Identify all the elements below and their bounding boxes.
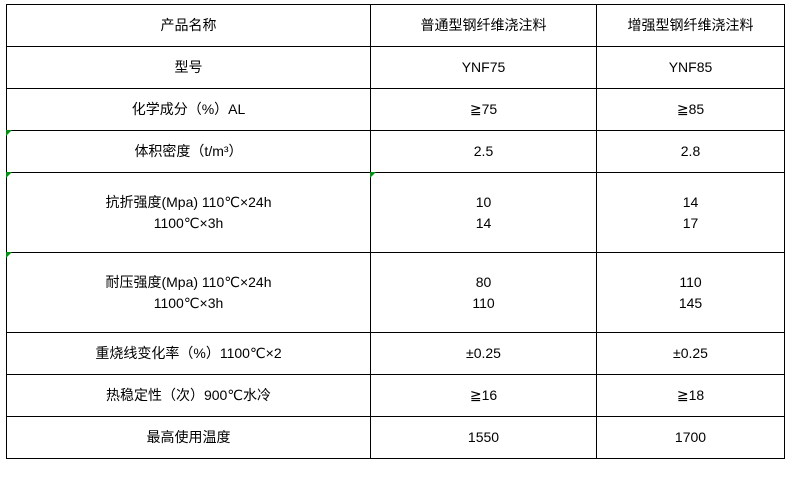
row-value-flexural-strength-reinforced: 14 17 bbox=[596, 172, 785, 253]
cell-text: 抗折强度(Mpa) 110℃×24h 1100℃×3h bbox=[105, 194, 272, 231]
row-value-flexural-strength-standard: 10 14 bbox=[370, 172, 597, 253]
row-value-thermal-stability-reinforced: ≧18 bbox=[596, 374, 785, 417]
table-row: 抗折强度(Mpa) 110℃×24h 1100℃×3h 10 14 14 17 bbox=[6, 172, 785, 253]
table-row: 型号 YNF75 YNF85 bbox=[6, 46, 785, 89]
comment-marker-icon bbox=[6, 172, 12, 178]
header-label-standard-type: 普通型钢纤维浇注料 bbox=[420, 17, 547, 34]
row-label-chemical-composition: 化学成分（%）AL bbox=[6, 88, 371, 131]
table-row: 重烧线变化率（%）1100℃×2 ±0.25 ±0.25 bbox=[6, 332, 785, 375]
row-value-thermal-stability-standard: ≧16 bbox=[370, 374, 597, 417]
row-label-max-service-temperature: 最高使用温度 bbox=[6, 416, 371, 459]
spec-sheet: 产品名称 普通型钢纤维浇注料 增强型钢纤维浇注料 型号 YNF75 YNF85 bbox=[0, 4, 790, 489]
comment-marker-icon bbox=[6, 252, 12, 258]
cell-text: 最高使用温度 bbox=[146, 429, 231, 446]
row-label-compressive-strength: 耐压强度(Mpa) 110℃×24h 1100℃×3h bbox=[6, 252, 371, 333]
row-value-reheating-linear-change-standard: ±0.25 bbox=[370, 332, 597, 375]
cell-text: ≧16 bbox=[469, 387, 498, 404]
row-value-bulk-density-reinforced: 2.8 bbox=[596, 130, 785, 173]
cell-text: 14 17 bbox=[682, 194, 699, 231]
cell-text: YNF85 bbox=[668, 59, 713, 76]
row-value-compressive-strength-standard: 80 110 bbox=[370, 252, 597, 333]
row-label-flexural-strength: 抗折强度(Mpa) 110℃×24h 1100℃×3h bbox=[6, 172, 371, 253]
cell-text: YNF75 bbox=[461, 59, 506, 76]
cell-text: 80 110 bbox=[472, 274, 495, 311]
table-row: 耐压强度(Mpa) 110℃×24h 1100℃×3h 80 110 110 1… bbox=[6, 252, 785, 333]
header-cell-product-name: 产品名称 bbox=[6, 4, 371, 47]
comment-marker-icon bbox=[370, 172, 376, 178]
cell-text: 110 145 bbox=[678, 274, 703, 311]
row-value-max-service-temperature-standard: 1550 bbox=[370, 416, 597, 459]
row-value-max-service-temperature-reinforced: 1700 bbox=[596, 416, 785, 459]
cell-text: 1700 bbox=[674, 429, 707, 446]
row-label-bulk-density: 体积密度（t/m³） bbox=[6, 130, 371, 173]
row-label-thermal-stability: 热稳定性（次）900℃水冷 bbox=[6, 374, 371, 417]
table-row: 最高使用温度 1550 1700 bbox=[6, 416, 785, 459]
table-row: 化学成分（%）AL ≧75 ≧85 bbox=[6, 88, 785, 131]
row-label-model: 型号 bbox=[6, 46, 371, 89]
row-label-reheating-linear-change: 重烧线变化率（%）1100℃×2 bbox=[6, 332, 371, 375]
cell-text: 1550 bbox=[467, 429, 500, 446]
cell-text: 2.8 bbox=[680, 143, 701, 160]
cell-text: 重烧线变化率（%）1100℃×2 bbox=[95, 345, 282, 362]
cell-text: 10 14 bbox=[475, 194, 492, 231]
spec-table-body: 产品名称 普通型钢纤维浇注料 增强型钢纤维浇注料 型号 YNF75 YNF85 bbox=[6, 4, 785, 459]
cell-text: 热稳定性（次）900℃水冷 bbox=[105, 387, 272, 404]
cell-text: ≧75 bbox=[469, 101, 498, 118]
row-value-reheating-linear-change-reinforced: ±0.25 bbox=[596, 332, 785, 375]
product-spec-table: 产品名称 普通型钢纤维浇注料 增强型钢纤维浇注料 型号 YNF75 YNF85 bbox=[6, 4, 785, 459]
cell-text: ±0.25 bbox=[466, 345, 501, 362]
cell-text: 体积密度（t/m³） bbox=[134, 143, 243, 160]
cell-text: ≧18 bbox=[676, 387, 705, 404]
row-value-bulk-density-standard: 2.5 bbox=[370, 130, 597, 173]
row-value-chemical-composition-reinforced: ≧85 bbox=[596, 88, 785, 131]
row-value-model-reinforced: YNF85 bbox=[596, 46, 785, 89]
cell-text: 耐压强度(Mpa) 110℃×24h 1100℃×3h bbox=[105, 274, 272, 311]
header-cell-standard-type: 普通型钢纤维浇注料 bbox=[370, 4, 597, 47]
cell-text: ≧85 bbox=[676, 101, 705, 118]
header-label-reinforced-type: 增强型钢纤维浇注料 bbox=[627, 17, 754, 34]
cell-text: ±0.25 bbox=[673, 345, 708, 362]
cell-text: 2.5 bbox=[473, 143, 494, 160]
table-header-row: 产品名称 普通型钢纤维浇注料 增强型钢纤维浇注料 bbox=[6, 4, 785, 47]
header-label-product-name: 产品名称 bbox=[160, 17, 217, 34]
row-value-chemical-composition-standard: ≧75 bbox=[370, 88, 597, 131]
row-value-compressive-strength-reinforced: 110 145 bbox=[596, 252, 785, 333]
header-cell-reinforced-type: 增强型钢纤维浇注料 bbox=[596, 4, 785, 47]
cell-text: 型号 bbox=[174, 59, 203, 76]
cell-text: 化学成分（%）AL bbox=[131, 101, 246, 118]
table-row: 热稳定性（次）900℃水冷 ≧16 ≧18 bbox=[6, 374, 785, 417]
comment-marker-icon bbox=[6, 130, 12, 136]
table-row: 体积密度（t/m³） 2.5 2.8 bbox=[6, 130, 785, 173]
row-value-model-standard: YNF75 bbox=[370, 46, 597, 89]
